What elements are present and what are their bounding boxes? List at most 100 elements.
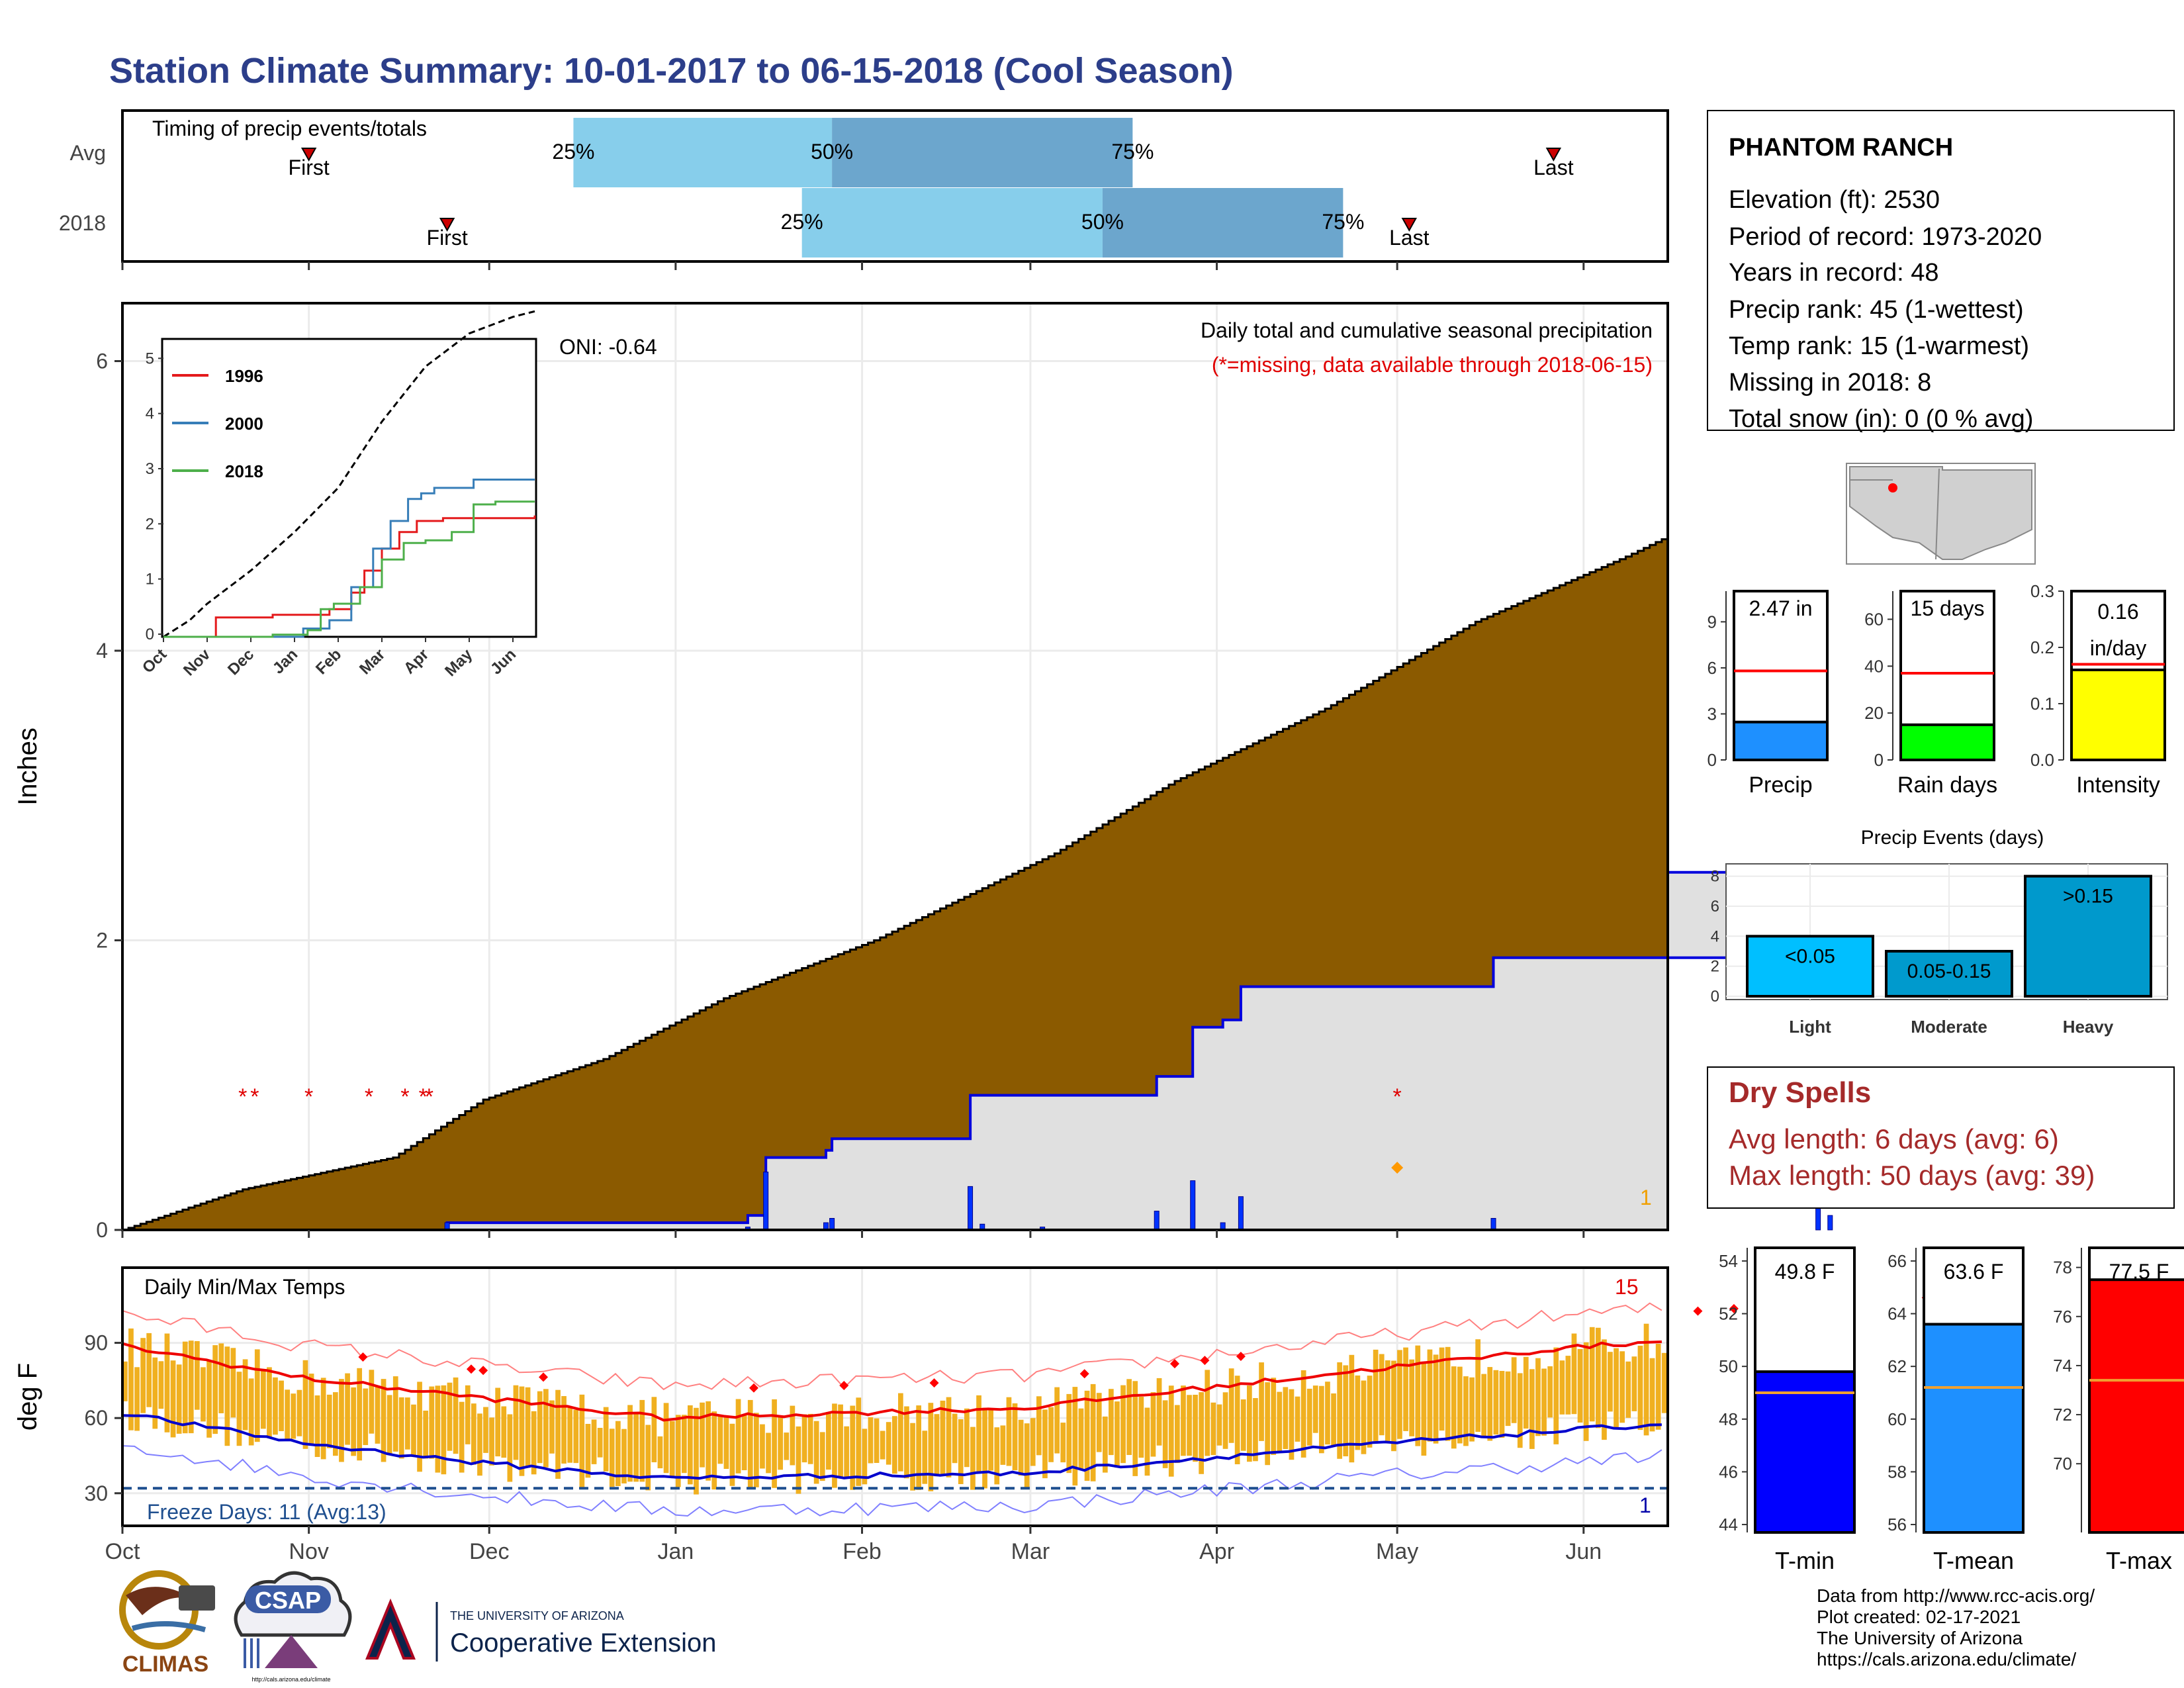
temp-day-bar bbox=[976, 1395, 981, 1474]
temp-day-bar bbox=[916, 1405, 922, 1490]
precip-ytick-label-0: 0 bbox=[96, 1218, 108, 1242]
temp-day-bar bbox=[1349, 1354, 1355, 1463]
temp-day-bar bbox=[1175, 1405, 1180, 1464]
temp-day-bar bbox=[423, 1411, 429, 1459]
tbar-0-label: T-min bbox=[1775, 1547, 1835, 1574]
temp-day-bar bbox=[495, 1387, 501, 1457]
temp-day-bar bbox=[1517, 1373, 1523, 1448]
temp-day-bar bbox=[1625, 1361, 1631, 1418]
temp-day-bar bbox=[134, 1367, 140, 1431]
temp-day-bar bbox=[946, 1397, 952, 1477]
temp-day-bar bbox=[351, 1387, 357, 1456]
temp-day-bar bbox=[375, 1385, 381, 1444]
temp-day-bar bbox=[844, 1426, 850, 1479]
location-map bbox=[1846, 463, 2036, 565]
temp-day-bar bbox=[856, 1397, 862, 1486]
timing-p75-label-0: 75% bbox=[1111, 140, 1154, 164]
temp-day-bar bbox=[1505, 1371, 1511, 1427]
events-ytick-label-2: 4 bbox=[1711, 927, 1719, 945]
missing-marker-7: * bbox=[1393, 1084, 1402, 1109]
temp-day-bar bbox=[483, 1407, 488, 1453]
missing-marker-4: * bbox=[400, 1084, 409, 1109]
temp-day-bar bbox=[1253, 1398, 1258, 1462]
intensity-ytick-label-0: 0.0 bbox=[2030, 750, 2054, 770]
station-line-temp-rank: Temp rank: 15 (1-warmest) bbox=[1729, 332, 2029, 360]
temp-day-bar bbox=[796, 1426, 801, 1494]
precip-value-text: 2.47 in bbox=[1749, 596, 1812, 620]
timing-row-label-avg: Avg bbox=[69, 141, 106, 165]
temp-day-bar bbox=[621, 1429, 627, 1483]
temp-day-bar bbox=[1643, 1323, 1649, 1436]
temp-day-bar bbox=[754, 1413, 759, 1487]
temp-day-bar bbox=[230, 1348, 236, 1418]
timing-bar-upper-1 bbox=[1102, 188, 1343, 258]
month-label-0: Oct bbox=[105, 1539, 140, 1564]
intensity-unit-text: in/day bbox=[2090, 636, 2146, 660]
temp-daily-range-bars bbox=[122, 1323, 1667, 1495]
temp-day-bar bbox=[176, 1364, 182, 1434]
month-label-2: Dec bbox=[469, 1539, 509, 1564]
precip-ytick-label-3: 9 bbox=[1707, 612, 1717, 632]
temp-day-bar bbox=[1596, 1327, 1601, 1429]
temp-day-bar bbox=[1409, 1359, 1415, 1436]
temp-day-bar bbox=[188, 1340, 194, 1434]
temp-ytick-label-0: 30 bbox=[84, 1481, 108, 1505]
tbar-0-ytick-label-4: 52 bbox=[1719, 1304, 1738, 1324]
temp-day-bar bbox=[447, 1382, 453, 1451]
temp-day-bar bbox=[1475, 1339, 1481, 1432]
temp-day-bar bbox=[1109, 1389, 1114, 1456]
temp-day-bar bbox=[1126, 1379, 1132, 1455]
tbar-0-ytick-label-3: 50 bbox=[1719, 1356, 1738, 1376]
temp-day-bar bbox=[398, 1397, 404, 1459]
temp-day-bar bbox=[1469, 1377, 1475, 1442]
raindays-ytick-label-2: 40 bbox=[1864, 656, 1884, 676]
tbar-0-ytick-label-0: 44 bbox=[1719, 1515, 1738, 1534]
climas-logo-text: CLIMAS bbox=[122, 1652, 208, 1677]
temp-day-bar bbox=[1156, 1378, 1162, 1446]
temp-day-bar bbox=[868, 1417, 874, 1464]
temp-day-bar bbox=[392, 1376, 398, 1452]
temp-day-bar bbox=[1060, 1423, 1066, 1463]
temp-day-bar bbox=[1367, 1376, 1373, 1448]
temp-day-bar bbox=[1030, 1418, 1036, 1466]
temp-day-bar bbox=[417, 1382, 422, 1472]
temp-day-bar bbox=[1547, 1366, 1553, 1418]
timing-last-label-0: Last bbox=[1533, 156, 1574, 179]
temp-day-bar bbox=[333, 1392, 338, 1456]
temp-day-bar bbox=[1265, 1382, 1271, 1466]
temp-day-bar bbox=[970, 1427, 976, 1490]
ua-big-text: Cooperative Extension bbox=[450, 1628, 716, 1658]
timing-p75-label-1: 75% bbox=[1322, 210, 1364, 234]
temp-day-bar bbox=[651, 1397, 657, 1462]
temp-day-bar bbox=[1271, 1378, 1277, 1455]
temp-day-bar bbox=[1343, 1365, 1349, 1456]
precip-ytick-label-3: 6 bbox=[96, 350, 108, 373]
temp-ytick-label-1: 60 bbox=[84, 1406, 108, 1430]
temp-day-bar bbox=[182, 1341, 188, 1434]
events-bar-label-2: >0.15 bbox=[2063, 886, 2113, 908]
temp-day-bar bbox=[880, 1430, 886, 1460]
events-bar-label-0: <0.05 bbox=[1785, 945, 1835, 967]
temp-day-bar bbox=[1445, 1346, 1451, 1441]
timing-last-marker-0 bbox=[1545, 148, 1562, 162]
inset-ytick-label-0: 0 bbox=[146, 626, 154, 643]
temp-day-bar bbox=[1661, 1352, 1667, 1413]
temp-day-bar bbox=[1649, 1358, 1655, 1432]
temp-day-bar bbox=[838, 1404, 843, 1477]
temp-day-bar bbox=[212, 1345, 218, 1434]
daily-precip-bar-9 bbox=[1190, 1180, 1196, 1231]
record-high-marker-2 bbox=[478, 1366, 488, 1376]
temp-day-bar bbox=[1078, 1408, 1084, 1470]
raindays-ytick-label-3: 60 bbox=[1864, 610, 1884, 630]
temp-day-bar bbox=[1162, 1400, 1168, 1468]
oni-value: ONI: -0.64 bbox=[559, 335, 657, 359]
temp-day-bar bbox=[591, 1419, 597, 1464]
inset-legend: 1996 2000 2018 bbox=[172, 366, 263, 481]
temp-day-bar bbox=[459, 1401, 465, 1473]
tbar-2-label: T-max bbox=[2106, 1547, 2172, 1574]
precip-ytick-label-0: 0 bbox=[1707, 750, 1717, 770]
temp-day-bar bbox=[784, 1432, 790, 1460]
events-bar-moderate bbox=[1885, 949, 2013, 998]
temp-day-bar bbox=[1012, 1403, 1018, 1471]
